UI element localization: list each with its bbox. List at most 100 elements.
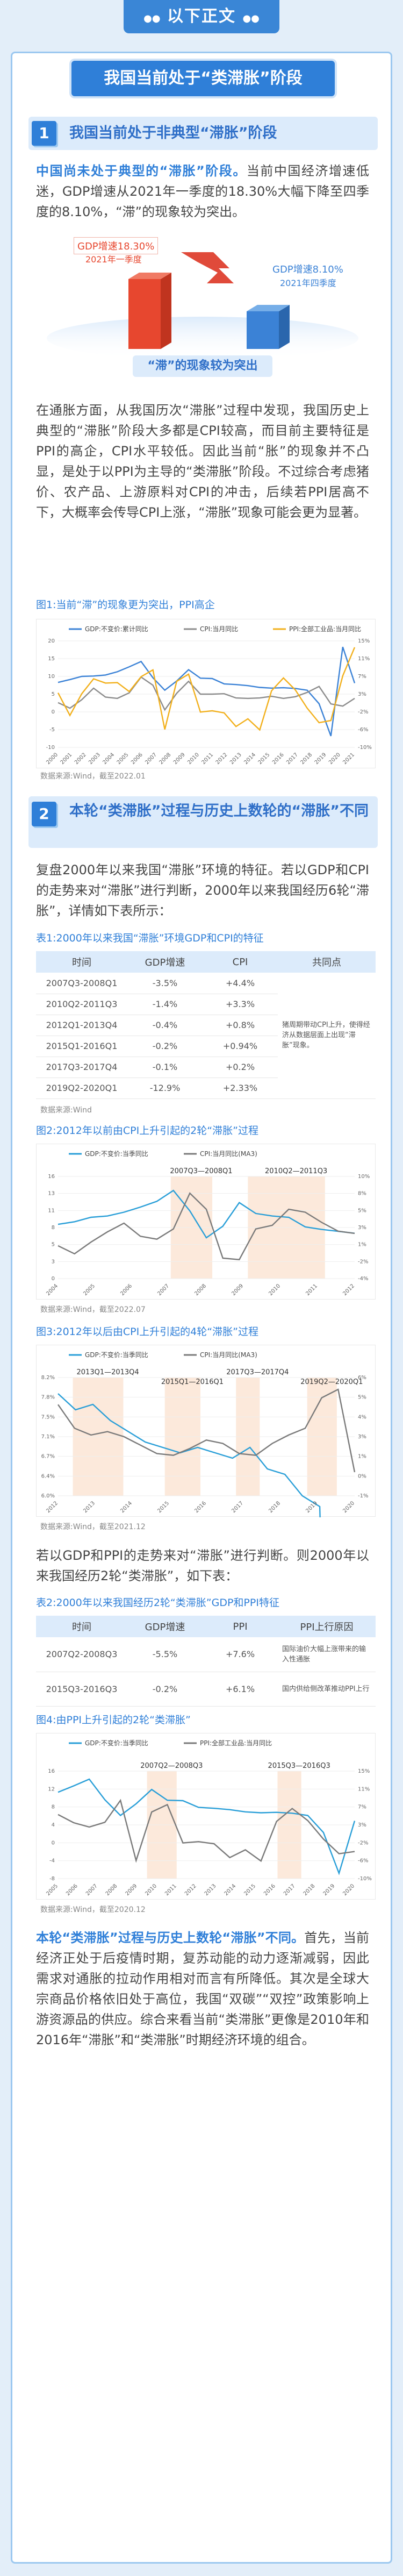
x-tick-label: 2008 [105,1883,119,1897]
table-cell: 2019Q2-2020Q1 [36,1078,127,1099]
y-tick-left: 0 [52,1276,55,1282]
table-1-header: GDP增速 [127,951,203,973]
gdp-left-period: 2021年一季度 [85,254,142,265]
table-cell: +2.33% [203,1078,278,1099]
x-tick-label: 2001 [60,752,74,766]
x-tick-label: 2011 [200,752,214,766]
y-tick-right: -1% [358,1493,368,1499]
x-tick-label: 2007 [85,1883,99,1897]
figure-3-chart: GDP:不变价:当季同比 CPI:当月同比(MA3) 2013Q1—2013Q4 20… [36,1345,376,1517]
x-tick-label: 2020 [342,1883,356,1897]
x-tick-label: 2005 [45,1883,59,1897]
table-1-source: 数据来源:Wind [40,1106,92,1115]
series-line [57,1388,356,1473]
section-1-number: 1 [32,121,56,146]
gdp-left-label: GDP增速18.30% [74,237,159,254]
y-tick-right: 10% [358,1174,370,1180]
table-cell: 2017Q3-2017Q4 [36,1057,127,1078]
figure-3-caption: 图3:2012年以后由CPI上升引起的4轮“滞胀”过程 [36,1326,258,1338]
section-2-highlight: 本轮“类滞胀”过程与历史上数轮“滞胀”不同。 [36,1930,305,1945]
legend-label: GDP:不变价:当季同比 [85,1150,148,1158]
y-tick-right: 7% [358,1804,366,1810]
series-line [57,1189,355,1239]
x-tick-label: 2016 [193,1500,207,1514]
x-tick-label: 2019 [322,1883,336,1897]
period-label: 2019Q2—2020Q1 [300,1378,363,1386]
section-2-number: 2 [32,802,56,826]
figure-1-source: 数据来源:Wind，截至2022.01 [40,772,146,781]
table-2-header: PPI上行原因 [278,1616,376,1637]
gdp-illustration: GDP增速18.30% 2021年一季度 GDP增速8.10% 2021年四季度… [36,231,369,387]
x-tick-label: 2020 [328,752,342,766]
y-tick-right: -6% [358,727,368,733]
y-tick-right: 5% [358,1208,366,1214]
y-tick-right: -2% [358,709,368,715]
y-tick-left: 4 [52,1822,55,1828]
y-tick-right: 1% [358,1454,366,1460]
y-tick-right: -2% [358,1259,368,1265]
series-line [57,1393,321,1517]
series-line [57,1799,355,1863]
y-tick-right: 8% [358,1191,366,1197]
y-tick-left: -5 [49,727,55,733]
y-tick-right: -4% [358,1276,368,1282]
x-tick-label: 2005 [116,752,130,766]
period-label: 2007Q3—2008Q1 [170,1167,232,1175]
figure-4-svg: GDP:不变价:当季同比 PPI:全部工业品:当月同比 2007Q2—2008Q3 2… [45,1739,371,1897]
table-1-header: 共同点 [278,951,376,973]
banner-label: 以下正文 [167,7,236,26]
y-tick-left: 8 [52,1804,55,1810]
gdp-banner: “滞”的现象较为突出 [133,355,272,377]
section-1-highlight: 中国尚未处于典型的“滞胀”阶段。 [36,163,247,179]
section-2-title: 本轮“类滞胀”过程与历史上数轮的“滞胀”不同 [69,803,369,819]
y-tick-right: 1% [358,1242,366,1248]
section-1-title: 我国当前处于非典型“滞胀”阶段 [69,125,277,141]
y-tick-left: 7.1% [41,1434,55,1440]
legend-label: GDP:不变价:当季同比 [85,1739,148,1747]
gdp-right-label: GDP增速8.10% [272,264,343,275]
table-cell: -1.4% [127,994,203,1015]
x-tick-label: 2014 [243,752,257,766]
table-cell: +0.2% [203,1057,278,1078]
table-row: 2007Q3-2008Q1 -3.5% +4.4% 猪周期带动CPI上升，使得经… [36,973,376,1099]
y-tick-left: 15 [48,656,55,662]
x-tick-label: 2005 [82,1283,96,1297]
y-tick-left: 16 [48,1768,55,1774]
table-cell: 2010Q2-2011Q3 [36,994,127,1015]
x-tick-label: 2013 [82,1500,96,1514]
table-cell: +0.94% [203,1036,278,1057]
y-tick-left: 0 [52,709,55,715]
y-tick-left: 6.0% [41,1493,55,1499]
y-tick-right: 3% [358,691,366,697]
x-tick-label: 2010 [144,1883,158,1897]
y-tick-left: 5 [52,691,55,697]
y-tick-left: 13 [48,1191,55,1197]
legend-label: PPI:全部工业品:当月同比 [289,625,361,633]
period-label: 2010Q2—2011Q3 [265,1167,327,1175]
table-2-header: PPI [203,1616,278,1637]
x-tick-label: 2017 [231,1500,244,1514]
figure-1-svg: GDP:不变价:累计同比 CPI:当月同比 PPI:全部工业品:当月同比201510… [45,625,371,766]
table-row: 2017Q3-2017Q4 -0.1% +0.2% [36,1057,376,1078]
y-tick-right: 0% [358,1473,366,1479]
figure-2-caption: 图2:2012年以前由CPI上升引起的2轮“滞胀”过程 [36,1125,258,1137]
x-tick-label: 2015 [257,752,271,766]
x-tick-label: 2021 [342,752,356,766]
y-tick-right: 4% [358,1414,366,1420]
y-tick-right: -2% [358,1840,368,1846]
table-row: 2015Q3-2016Q3 -0.2% +6.1% 国内供给侧改革推动PPI上行 [36,1672,376,1707]
x-tick-label: 2012 [184,1883,198,1897]
x-tick-label: 2006 [119,1283,133,1297]
table-cell: 2012Q1-2013Q4 [36,1015,127,1036]
table-cell: +4.4% [203,973,278,994]
x-tick-label: 2012 [342,1283,356,1297]
table-cell: -5.5% [127,1637,203,1672]
y-tick-left: 0 [52,1840,55,1846]
y-tick-right: 3% [358,1434,366,1440]
x-tick-label: 2007 [144,752,158,766]
y-tick-left: 6.7% [41,1454,55,1460]
y-tick-right: 3% [358,1822,366,1828]
article-card: 我国当前处于“类滞胀”阶段 1 我国当前处于非典型“滞胀”阶段 中国尚未处于典型… [11,52,392,2564]
x-tick-label: 2017 [285,752,299,766]
x-tick-label: 2010 [186,752,200,766]
